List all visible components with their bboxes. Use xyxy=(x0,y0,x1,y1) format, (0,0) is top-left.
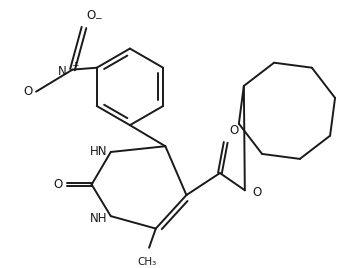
Text: O: O xyxy=(229,124,239,137)
Text: HN: HN xyxy=(90,146,107,158)
Text: O: O xyxy=(253,186,262,199)
Text: N: N xyxy=(58,65,67,78)
Text: O: O xyxy=(86,9,95,22)
Text: NH: NH xyxy=(90,211,107,225)
Text: +: + xyxy=(71,61,79,70)
Text: CH₃: CH₃ xyxy=(137,257,157,267)
Text: O: O xyxy=(54,178,63,191)
Text: O: O xyxy=(23,85,32,98)
Text: −: − xyxy=(94,13,101,23)
